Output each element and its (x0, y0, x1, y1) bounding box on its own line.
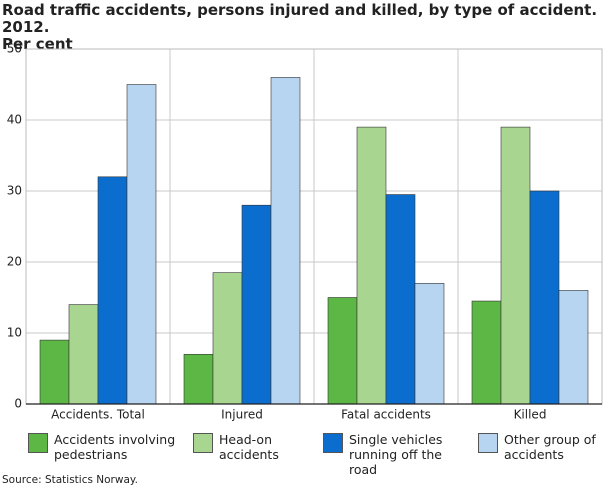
bar (471, 300, 502, 405)
bar (385, 194, 416, 405)
legend-item: Head-on accidents (193, 432, 299, 462)
bar (270, 77, 301, 405)
y-tick-label: 0 (14, 397, 22, 411)
bar (212, 272, 243, 405)
bar (327, 297, 358, 405)
legend-label: Head-on accidents (219, 432, 279, 462)
bar (241, 204, 272, 405)
y-tick-label: 30 (7, 184, 22, 198)
legend-label: Other group of accidents (504, 432, 596, 462)
y-tick-label: 20 (7, 255, 22, 269)
bar (529, 190, 560, 405)
legend-label: Accidents involving pedestrians (54, 432, 176, 462)
bar (500, 126, 531, 405)
title-block: Road traffic accidents, persons injured … (2, 2, 602, 53)
x-tick-label: Killed (514, 408, 547, 422)
bar (183, 353, 214, 405)
y-tick-label: 40 (7, 113, 22, 127)
x-tick-label: Injured (221, 408, 263, 422)
legend-item: Other group of accidents (478, 432, 604, 462)
chart-subtitle: Per cent (2, 35, 73, 53)
bar (356, 126, 387, 405)
legend-item: Single vehicles running off the road (323, 432, 474, 477)
legend-swatch (28, 433, 48, 453)
source: Source: Statistics Norway. (2, 474, 138, 486)
y-tick-label: 10 (7, 326, 22, 340)
legend-item: Accidents involving pedestrians (28, 432, 189, 462)
legend-swatch (478, 433, 498, 453)
bar (414, 282, 445, 405)
x-tick-label: Fatal accidents (341, 408, 431, 422)
bar (97, 176, 128, 405)
legend-swatch (323, 433, 343, 453)
chart-title: Road traffic accidents, persons injured … (2, 1, 598, 36)
bar (68, 304, 99, 405)
legend-swatch (193, 433, 213, 453)
bar (558, 290, 589, 405)
bar (39, 339, 70, 405)
legend-label: Single vehicles running off the road (349, 432, 443, 477)
x-tick-label: Accidents. Total (51, 408, 145, 422)
bar (126, 84, 157, 405)
y-tick-label: 50 (7, 42, 22, 56)
